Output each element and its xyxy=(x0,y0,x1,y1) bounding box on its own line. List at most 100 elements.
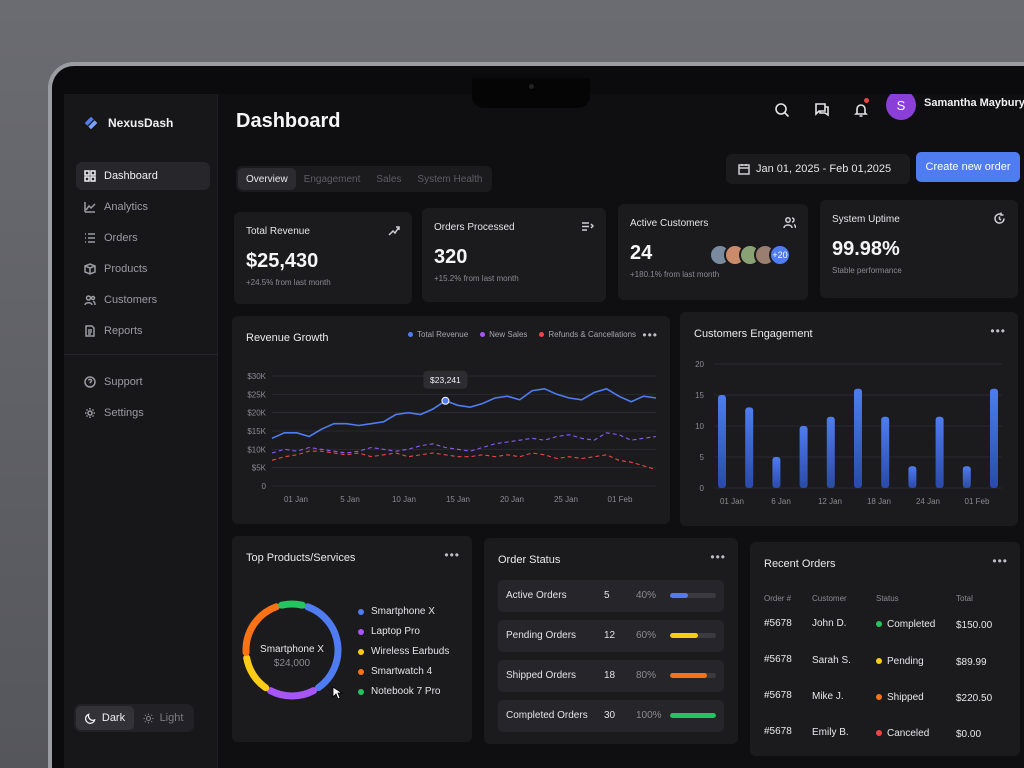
y-tick-label: $25K xyxy=(247,390,266,399)
order-status-row[interactable]: Completed Orders 30 100% xyxy=(498,700,724,732)
brand[interactable]: NexusDash xyxy=(82,114,173,132)
product-legend-item[interactable]: Smartwatch 4 xyxy=(358,666,449,677)
legend-total-revenue[interactable]: Total Revenue xyxy=(408,330,468,339)
top-products-card: Top Products/Services ••• Smartphone X $… xyxy=(232,536,472,742)
sidebar-item-customers[interactable]: Customers xyxy=(76,286,210,314)
kpi-system-uptime[interactable]: System Uptime 99.98% Stable performance xyxy=(820,200,1018,298)
status-label: Shipped Orders xyxy=(506,670,577,681)
order-number: #5678 xyxy=(764,618,792,629)
status-count: 18 xyxy=(604,670,616,681)
kpi-active-customers[interactable]: Active Customers 24 +20 +180.1% from las… xyxy=(618,204,808,300)
tab-engagement[interactable]: Engagement xyxy=(303,173,361,185)
more-options-icon[interactable]: ••• xyxy=(444,548,460,562)
box-icon xyxy=(84,263,96,275)
order-number: #5678 xyxy=(764,690,792,701)
create-order-button[interactable]: Create new order xyxy=(916,152,1020,182)
sidebar-item-dashboard[interactable]: Dashboard xyxy=(76,162,210,190)
more-options-icon[interactable]: ••• xyxy=(992,554,1008,568)
tab-sales[interactable]: Sales xyxy=(376,173,402,185)
order-status-row[interactable]: Active Orders 5 40% xyxy=(498,580,724,612)
sidebar-item-label: Analytics xyxy=(104,201,149,213)
status-progress-fill xyxy=(670,713,716,718)
product-legend-item[interactable]: Laptop Pro xyxy=(358,626,449,637)
chat-icon[interactable] xyxy=(814,102,830,118)
sidebar-item-label: Settings xyxy=(104,407,144,419)
more-options-icon[interactable]: ••• xyxy=(642,328,658,342)
tab-system-health[interactable]: System Health xyxy=(417,173,483,185)
sidebar-item-support[interactable]: Support xyxy=(76,368,210,396)
status-dot xyxy=(876,621,882,627)
theme-light-label: Light xyxy=(159,712,184,724)
legend-new-sales[interactable]: New Sales xyxy=(480,330,527,339)
kpi-value: $25,430 xyxy=(246,250,319,272)
sidebar-item-analytics[interactable]: Analytics xyxy=(76,193,210,221)
order-status-row[interactable]: Pending Orders 12 60% xyxy=(498,620,724,652)
theme-toggle: Dark Light xyxy=(74,704,194,732)
sidebar-divider xyxy=(64,354,218,355)
nexus-logo-icon xyxy=(84,116,98,130)
legend-refunds[interactable]: Refunds & Cancellations xyxy=(539,330,636,339)
dashboard-tabs: Overview Engagement Sales System Health xyxy=(236,166,493,192)
product-legend-item[interactable]: Smartphone X xyxy=(358,606,449,617)
engagement-bar-chart: 20 15 10 5 0 01 Jan 6 Jan 12 Jan 18 Jan 24 Jan 01 … xyxy=(695,360,1002,506)
product-legend-item[interactable]: Notebook 7 Pro xyxy=(358,686,449,697)
camera xyxy=(529,84,534,89)
x-tick-label: 10 Jan xyxy=(392,495,416,504)
revenue-line-chart: $30K $25K $20K $15K $10K $5K 0 01 Jan 5 Jan 10 Ja… xyxy=(247,370,657,504)
kpi-title: Total Revenue xyxy=(246,226,310,237)
column-header-customer: Customer xyxy=(812,594,847,603)
customer-name: Sarah S. xyxy=(812,655,851,666)
users-icon xyxy=(84,295,96,306)
product-legend-item[interactable]: Wireless Earbuds xyxy=(358,646,449,657)
gear-icon xyxy=(85,408,95,418)
theme-dark-button[interactable]: Dark xyxy=(76,706,134,730)
bar xyxy=(772,457,781,488)
help-icon xyxy=(84,376,96,388)
sidebar-secondary-nav: Support Settings xyxy=(76,368,210,430)
donut-segment xyxy=(242,603,280,656)
more-options-icon[interactable]: ••• xyxy=(710,550,726,564)
sidebar-item-products[interactable]: Products xyxy=(76,255,210,283)
more-customers-badge[interactable]: +20 xyxy=(769,244,791,266)
status-percent: 40% xyxy=(636,590,657,601)
donut-segment xyxy=(266,687,318,700)
status-progress-fill xyxy=(670,633,698,638)
status-count: 12 xyxy=(604,630,616,641)
app-screen: NexusDash Dashboard Analytics Orders Pro… xyxy=(64,94,1024,768)
status-percent: 80% xyxy=(636,670,657,681)
donut-segment xyxy=(243,654,270,692)
column-header-order: Order # xyxy=(764,594,792,603)
order-status-row[interactable]: Shipped Orders 18 80% xyxy=(498,660,724,692)
donut-segment xyxy=(304,603,342,692)
theme-light-button[interactable]: Light xyxy=(134,706,192,730)
y-tick-label: 15 xyxy=(695,391,704,400)
revenue-icon xyxy=(388,226,400,236)
date-range-picker[interactable]: Jan 01, 2025 - Feb 01,2025 xyxy=(726,154,910,184)
theme-dark-label: Dark xyxy=(101,712,126,724)
kpi-orders-processed[interactable]: Orders Processed 320 +15.2% from last mo… xyxy=(422,208,606,302)
avatar[interactable]: S xyxy=(886,94,916,120)
sidebar-item-reports[interactable]: Reports xyxy=(76,317,210,345)
more-options-icon[interactable]: ••• xyxy=(990,324,1006,338)
tab-overview[interactable]: Overview xyxy=(238,168,296,190)
user-name[interactable]: Samantha Maybury xyxy=(924,97,1024,109)
card-title: Order Status xyxy=(498,554,561,566)
revenue-growth-card: Revenue Growth Total Revenue New Sales R… xyxy=(232,316,670,524)
sidebar-item-label: Orders xyxy=(104,232,138,244)
moon-icon xyxy=(84,712,96,724)
search-icon[interactable] xyxy=(774,102,790,118)
status-count: 5 xyxy=(604,590,610,601)
bell-icon[interactable] xyxy=(853,102,869,118)
calendar-icon xyxy=(738,164,750,175)
y-tick-label: $10K xyxy=(247,445,266,454)
recent-orders-card: Recent Orders ••• Order # Customer Statu… xyxy=(750,542,1020,756)
bar xyxy=(799,426,808,488)
kpi-total-revenue[interactable]: Total Revenue $25,430 +24.5% from last m… xyxy=(234,212,412,304)
sidebar-item-settings[interactable]: Settings xyxy=(76,399,210,427)
order-total: $150.00 xyxy=(956,620,993,631)
sidebar-item-orders[interactable]: Orders xyxy=(76,224,210,252)
order-status: Canceled xyxy=(876,728,929,739)
order-status: Completed xyxy=(876,619,935,630)
x-tick-label: 01 Feb xyxy=(608,495,633,504)
sidebar-item-label: Dashboard xyxy=(104,170,158,182)
